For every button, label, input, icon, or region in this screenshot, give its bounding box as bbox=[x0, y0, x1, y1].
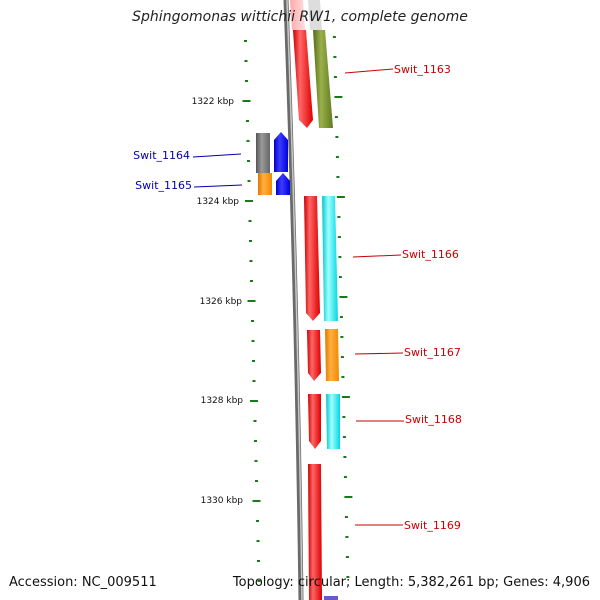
minor-tick bbox=[344, 516, 348, 518]
genome-title: Sphingomonas wittichii RW1, complete gen… bbox=[132, 9, 468, 25]
minor-tick bbox=[332, 36, 336, 38]
gene-label: Swit_1166 bbox=[402, 248, 459, 261]
minor-tick bbox=[340, 356, 344, 358]
kbp-label: 1326 kbp bbox=[200, 297, 243, 307]
minor-tick bbox=[346, 576, 350, 578]
major-tick bbox=[334, 96, 343, 98]
minor-tick bbox=[339, 316, 343, 318]
minor-tick bbox=[336, 176, 340, 178]
backbone-highlight bbox=[286, 0, 303, 600]
minor-tick bbox=[246, 120, 249, 122]
minor-tick bbox=[247, 180, 251, 182]
gene-swit-1165[interactable] bbox=[258, 173, 290, 195]
minor-tick bbox=[341, 376, 345, 378]
minor-tick bbox=[257, 560, 260, 562]
major-tick bbox=[250, 400, 258, 402]
minor-tick bbox=[338, 276, 342, 278]
leader-lines bbox=[192, 68, 404, 526]
accession-text: Accession: NC_009511 bbox=[9, 575, 157, 590]
minor-tick bbox=[244, 40, 247, 42]
minor-tick bbox=[343, 456, 347, 458]
gene-label: Swit_1164 bbox=[133, 149, 190, 162]
gene-label: Swit_1169 bbox=[404, 519, 461, 532]
gene-label: Swit_1167 bbox=[404, 346, 461, 359]
tick-marks bbox=[242, 36, 353, 582]
gene-swit-1167[interactable] bbox=[307, 329, 339, 381]
gene-top-partial[interactable] bbox=[290, 0, 322, 30]
minor-tick bbox=[250, 280, 253, 282]
gene-swit-1164[interactable] bbox=[256, 132, 288, 173]
kbp-label: 1330 kbp bbox=[201, 496, 244, 506]
gene-label: Swit_1168 bbox=[405, 413, 462, 426]
gene-label: Swit_1165 bbox=[135, 179, 192, 192]
minor-tick bbox=[253, 420, 257, 422]
minor-tick bbox=[251, 340, 255, 342]
minor-tick bbox=[337, 216, 341, 218]
minor-tick bbox=[249, 260, 253, 262]
gene-label: Swit_1163 bbox=[394, 63, 451, 76]
topology-text: Topology: circular; Length: 5,382,261 bp… bbox=[232, 575, 590, 590]
backbone bbox=[283, 0, 304, 600]
minor-tick bbox=[244, 60, 248, 62]
minor-tick bbox=[247, 160, 250, 162]
minor-tick bbox=[334, 116, 338, 118]
gene-labels: Swit_1163 Swit_1164 Swit_1165 Swit_1166 … bbox=[133, 63, 462, 532]
minor-tick bbox=[337, 236, 341, 238]
kbp-label: 1322 kbp bbox=[192, 97, 235, 107]
minor-tick bbox=[335, 156, 339, 158]
minor-tick bbox=[342, 416, 346, 418]
gene-swit-1166[interactable] bbox=[304, 196, 338, 321]
minor-tick bbox=[257, 580, 261, 582]
minor-tick bbox=[345, 556, 349, 558]
minor-tick bbox=[251, 320, 254, 322]
minor-tick bbox=[256, 540, 260, 542]
minor-tick bbox=[343, 476, 347, 478]
major-tick bbox=[247, 300, 256, 302]
minor-tick bbox=[256, 520, 259, 522]
minor-tick bbox=[342, 436, 346, 438]
kbp-label: 1328 kbp bbox=[201, 396, 244, 406]
kbp-label: 1324 kbp bbox=[197, 197, 240, 207]
gene-swit-1168[interactable] bbox=[308, 394, 340, 449]
minor-tick bbox=[338, 256, 342, 258]
major-tick bbox=[344, 496, 353, 498]
gene-swit-1169[interactable] bbox=[308, 464, 338, 600]
major-tick bbox=[252, 500, 261, 502]
gene-swit-1163[interactable] bbox=[293, 30, 333, 128]
minor-tick bbox=[249, 240, 252, 242]
minor-tick bbox=[335, 136, 339, 138]
minor-tick bbox=[333, 76, 337, 78]
major-tick bbox=[341, 396, 350, 398]
major-tick bbox=[242, 100, 251, 102]
minor-tick bbox=[340, 336, 344, 338]
minor-tick bbox=[333, 56, 337, 58]
minor-tick bbox=[246, 140, 250, 142]
minor-tick bbox=[254, 440, 257, 442]
minor-tick bbox=[254, 460, 258, 462]
minor-tick bbox=[345, 536, 349, 538]
kbp-labels: 1322 kbp 1324 kbp 1326 kbp 1328 kbp 1330… bbox=[192, 97, 244, 506]
major-tick bbox=[339, 296, 348, 298]
minor-tick bbox=[255, 480, 258, 482]
minor-tick bbox=[252, 360, 255, 362]
minor-tick bbox=[245, 80, 248, 82]
major-tick bbox=[245, 200, 253, 202]
minor-tick bbox=[248, 220, 252, 222]
minor-tick bbox=[252, 380, 256, 382]
major-tick bbox=[336, 196, 345, 198]
